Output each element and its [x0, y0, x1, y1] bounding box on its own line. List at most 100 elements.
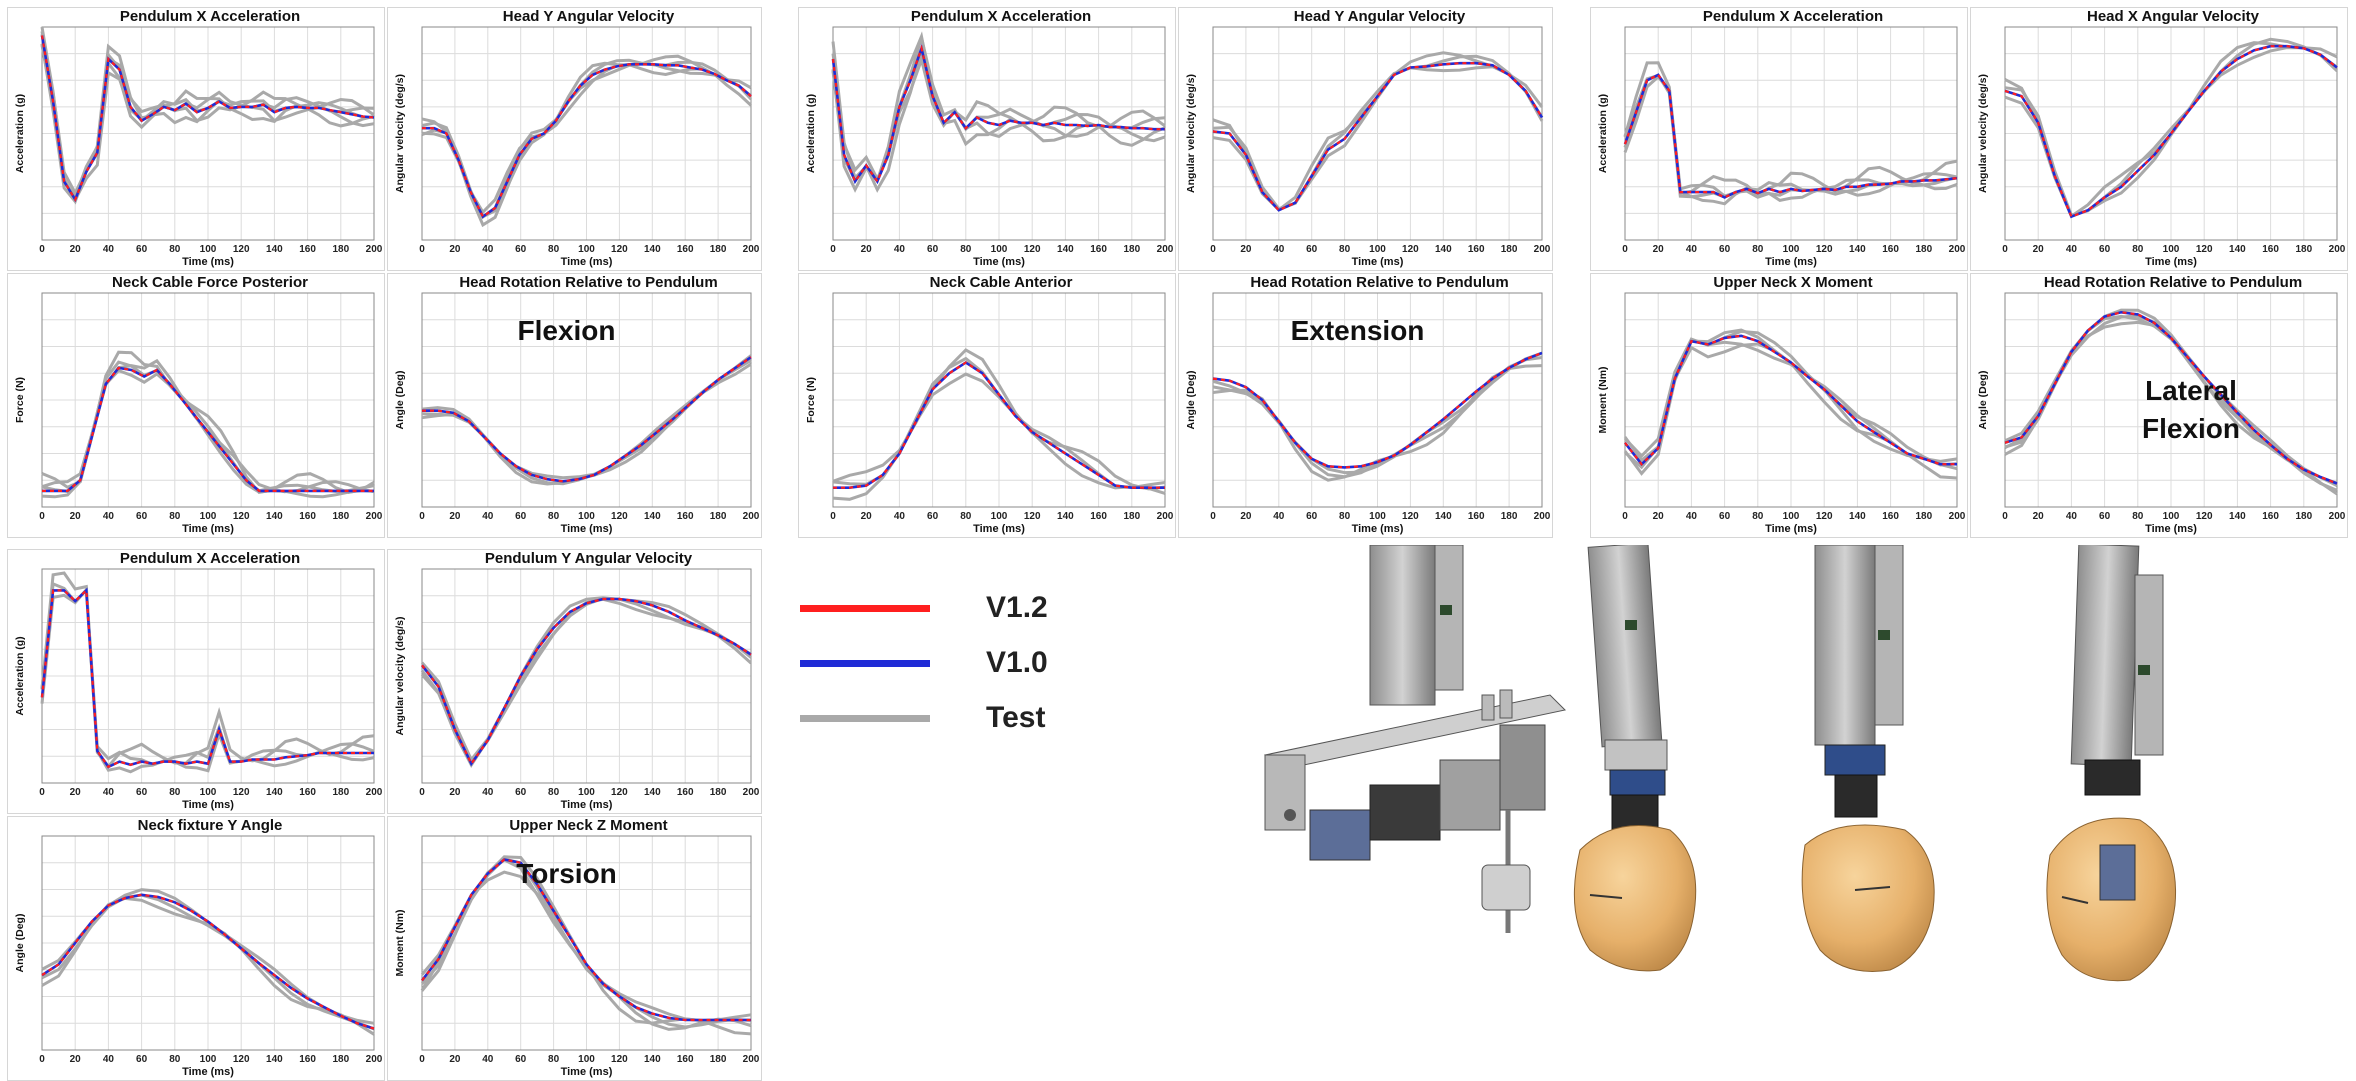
y-axis-label: Acceleration (g)	[14, 94, 26, 173]
chart-title: Pendulum X Acceleration	[1703, 8, 1883, 25]
test-series-line	[2004, 37, 2338, 217]
x-tick-label: 60	[1719, 244, 1731, 255]
chart-panel-16: Upper Neck Z Moment 0 20 40 60 80 100 120 140 160…	[387, 816, 762, 1081]
chart-panel-5: Pendulum X Acceleration 0 20 40 60 80 100 120 14…	[798, 7, 1176, 271]
x-tick-label: 160	[299, 244, 316, 255]
x-tick-label: 200	[366, 787, 383, 798]
x-tick-label: 40	[103, 244, 115, 255]
x-tick-label: 160	[299, 787, 316, 798]
x-tick-label: 120	[611, 511, 628, 522]
y-axis-label: Acceleration (g)	[805, 94, 817, 173]
chart-panel-10: Head X Angular Velocity 0 20 40 60 80 100 120 14…	[1970, 7, 2348, 271]
v12-series-line	[41, 893, 375, 1030]
x-tick-label: 20	[70, 1054, 82, 1065]
y-axis-label: Acceleration (g)	[1597, 94, 1609, 173]
x-tick-label: 40	[103, 1054, 115, 1065]
x-tick-label: 20	[861, 244, 873, 255]
x-tick-label: 180	[332, 1054, 349, 1065]
x-tick-label: 180	[1501, 511, 1518, 522]
chart-title: Neck Cable Force Posterior	[112, 274, 308, 291]
x-tick-label: 180	[710, 787, 727, 798]
chart-title: Neck Cable Anterior	[930, 274, 1073, 291]
x-tick-label: 200	[1534, 244, 1551, 255]
x-tick-label: 40	[2066, 511, 2078, 522]
x-tick-label: 200	[1157, 244, 1174, 255]
chart-title: Neck fixture Y Angle	[138, 817, 283, 834]
x-tick-label: 140	[1849, 244, 1866, 255]
x-axis-label: Time (ms)	[1765, 523, 1817, 535]
x-tick-label: 100	[1783, 244, 1800, 255]
x-tick-label: 80	[169, 1054, 181, 1065]
y-axis-label: Angle (Deg)	[394, 371, 406, 430]
x-tick-label: 80	[548, 1054, 560, 1065]
x-tick-label: 60	[136, 787, 148, 798]
x-tick-label: 200	[2329, 244, 2346, 255]
y-axis-label: Angular velocity (deg/s)	[394, 616, 406, 735]
x-tick-label: 0	[2002, 244, 2008, 255]
chart-title: Head Rotation Relative to Pendulum	[2044, 274, 2302, 291]
x-tick-label: 40	[1273, 244, 1285, 255]
x-tick-label: 40	[482, 511, 494, 522]
x-tick-label: 160	[1882, 244, 1899, 255]
x-tick-label: 120	[611, 1054, 628, 1065]
x-tick-label: 140	[1849, 511, 1866, 522]
chart-svg: Pendulum X Acceleration 0 20 40 60 80 100 120 14…	[1597, 8, 1966, 268]
x-tick-label: 0	[39, 511, 45, 522]
x-tick-label: 120	[1402, 244, 1419, 255]
x-tick-label: 140	[2229, 244, 2246, 255]
x-tick-label: 160	[677, 511, 694, 522]
chart-title: Pendulum Y Angular Velocity	[485, 550, 693, 567]
test-series-line	[1212, 54, 1544, 211]
v10-series-line	[420, 858, 751, 1022]
x-tick-label: 80	[169, 511, 181, 522]
flexion-rig-model	[1263, 545, 1567, 933]
x-tick-label: 20	[449, 244, 461, 255]
chart-panel-13: Pendulum X Acceleration 0 20 40 60 80 100 120 14…	[7, 549, 385, 814]
x-tick-label: 200	[743, 1054, 760, 1065]
v10-series-line	[42, 366, 374, 493]
x-tick-label: 40	[2066, 244, 2078, 255]
chart-panel-12: Head Rotation Relative to Pendulum 0 20 40 6…	[1970, 273, 2348, 538]
x-tick-label: 0	[830, 244, 836, 255]
chart-panel-15: Neck fixture Y Angle 0 20 40 60 80 100 120 140 16…	[7, 816, 385, 1081]
x-tick-label: 120	[1024, 244, 1041, 255]
x-tick-label: 80	[1339, 511, 1351, 522]
x-tick-label: 60	[2099, 511, 2111, 522]
chart-svg: Pendulum X Acceleration 0 20 40 60 80 100 120 14…	[14, 550, 383, 811]
v12-series-line	[2004, 45, 2338, 219]
y-axis-label: Acceleration (g)	[14, 636, 26, 715]
x-tick-label: 80	[960, 244, 972, 255]
chart-annotation: Flexion	[517, 315, 615, 346]
x-axis-label: Time (ms)	[182, 523, 234, 535]
x-tick-label: 120	[233, 511, 250, 522]
x-tick-label: 0	[419, 1054, 425, 1065]
x-tick-label: 40	[482, 787, 494, 798]
x-tick-label: 20	[2033, 511, 2045, 522]
x-tick-label: 0	[1622, 511, 1628, 522]
x-tick-label: 160	[1882, 511, 1899, 522]
x-axis-label: Time (ms)	[561, 1066, 613, 1078]
y-axis-label: Angle (Deg)	[14, 914, 26, 973]
x-tick-label: 120	[233, 1054, 250, 1065]
x-tick-label: 160	[677, 244, 694, 255]
x-tick-label: 0	[39, 787, 45, 798]
plot-frame	[1212, 292, 1543, 508]
x-tick-label: 160	[1090, 511, 1107, 522]
x-tick-label: 100	[991, 511, 1008, 522]
chart-title: Head Y Angular Velocity	[1294, 8, 1466, 25]
chart-svg: Upper Neck Z Moment 0 20 40 60 80 100 120 140 160…	[394, 817, 760, 1078]
x-tick-label: 40	[103, 787, 115, 798]
x-tick-label: 140	[266, 787, 283, 798]
x-tick-label: 0	[39, 1054, 45, 1065]
v12-series-line	[831, 44, 1165, 184]
x-tick-label: 80	[960, 511, 972, 522]
chart-svg: Neck Cable Anterior 0 20 40 60 80 100 120 140 160…	[805, 274, 1174, 535]
test-series-line	[831, 46, 1166, 193]
legend-swatch-v12	[800, 604, 930, 612]
x-tick-label: 180	[1915, 244, 1932, 255]
x-tick-label: 160	[677, 1054, 694, 1065]
x-tick-label: 160	[299, 1054, 316, 1065]
x-tick-label: 140	[2229, 511, 2246, 522]
x-tick-label: 160	[677, 787, 694, 798]
plot-frame	[421, 835, 752, 1051]
